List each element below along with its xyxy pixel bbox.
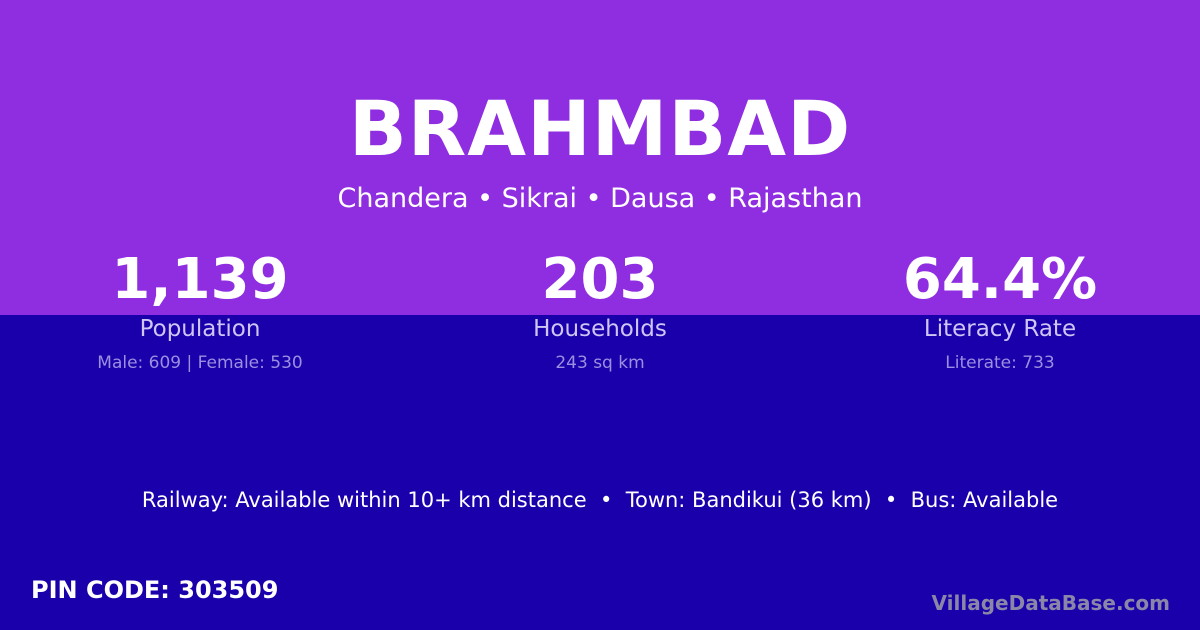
stat-sub: Male: 609 | Female: 530 [97, 353, 303, 373]
stat-label: Population [139, 316, 261, 342]
stat-label: Households [533, 316, 667, 342]
header-band [0, 0, 1200, 315]
stat-sub: 243 sq km [555, 353, 645, 373]
connectivity-info: Railway: Available within 10+ km distanc… [141, 488, 1059, 512]
stat-value: 1,139 [111, 247, 289, 312]
stat-value: 203 [541, 247, 659, 312]
stat-population: 1,139 Population Male: 609 | Female: 530 [0, 248, 400, 374]
location-breadcrumb: Chandera • Sikrai • Dausa • Rajasthan [337, 183, 863, 214]
brand-logo: VillageDataBase.com [931, 591, 1170, 615]
stat-value: 64.4% [902, 247, 1098, 312]
stat-sub: Literate: 733 [945, 353, 1055, 373]
stat-households: 203 Households 243 sq km [400, 248, 800, 374]
stat-label: Literacy Rate [923, 316, 1077, 342]
village-name: BRAHMBAD [348, 84, 852, 173]
pin-code: PIN CODE: 303509 [31, 576, 279, 604]
stat-literacy: 64.4% Literacy Rate Literate: 733 [800, 248, 1200, 374]
